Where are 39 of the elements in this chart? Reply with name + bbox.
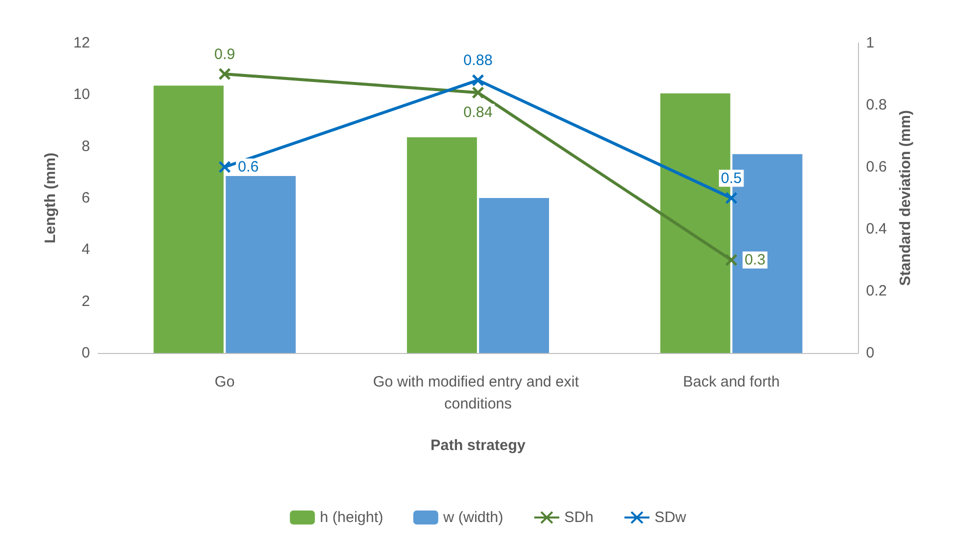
y-tick-label: 0 (82, 344, 90, 362)
point (218, 68, 231, 80)
data-label: 0.84 (463, 104, 493, 121)
x-tick-label: Back and forth (682, 374, 780, 390)
bar (479, 198, 550, 353)
y2-tick-label: 0 (866, 344, 874, 362)
data-label: 0.6 (238, 158, 259, 176)
y2-tick-label: 0.4 (866, 220, 887, 238)
point (472, 74, 484, 86)
bar (226, 176, 296, 353)
y2-tick-label: 0.6 (866, 158, 887, 176)
data-label: 0.5 (720, 170, 742, 187)
bar (406, 137, 477, 353)
data-label: 0.3 (744, 252, 766, 268)
y2-tick-label: 0.8 (866, 96, 887, 114)
bar (154, 86, 224, 353)
legend-label: h (height) (320, 509, 384, 526)
y-tick-label: 12 (73, 34, 90, 52)
y-tick-label: 10 (73, 86, 90, 104)
legend-label: w (width) (442, 509, 504, 526)
x-axis-title: Path strategy (430, 437, 526, 454)
y-tick-label: 6 (82, 190, 90, 206)
point (218, 160, 231, 174)
legend-label: SDh (564, 509, 594, 526)
y2-tick-label: 1 (866, 34, 874, 52)
point (725, 254, 738, 266)
y-tick-label: 2 (82, 292, 90, 310)
y2-axis-title: Standard deviation (mm) (897, 110, 914, 286)
x-tick-label: Go (214, 374, 235, 390)
point (725, 192, 738, 204)
legend-label: SDw (654, 509, 686, 526)
y2-tick-label: 0.2 (866, 282, 887, 300)
x-tick-label: Go with modified entry and exit conditions (372, 374, 584, 412)
data-label: 0.9 (214, 46, 236, 63)
y-tick-label: 4 (82, 241, 90, 258)
y-tick-label: 8 (82, 138, 90, 155)
data-label: 0.88 (463, 52, 493, 69)
y-axis-title: Length (mm) (42, 152, 59, 244)
point (472, 86, 484, 99)
